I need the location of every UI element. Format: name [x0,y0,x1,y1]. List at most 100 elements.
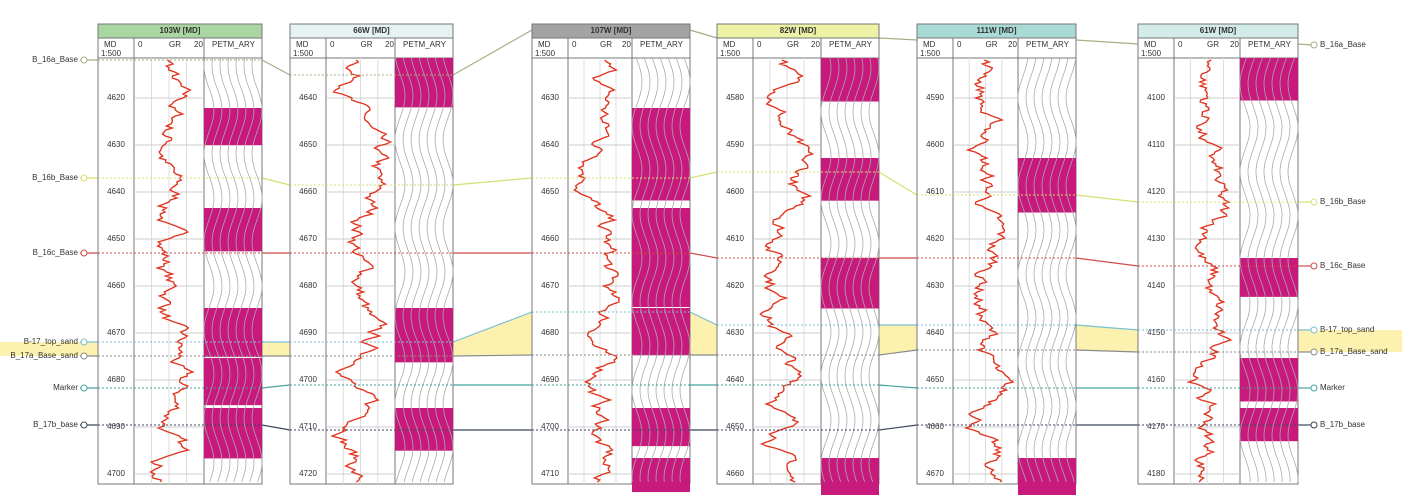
marker-label: B-17_top_sand [1320,325,1374,334]
correlation-line [1076,258,1138,266]
marker-dot [1311,199,1317,205]
correlation-line [262,60,290,75]
track-header: 0 [330,40,335,49]
track-header: GR [169,40,181,49]
amplitude-fill [821,458,879,495]
correlation-line [690,30,717,38]
marker-dot [1311,349,1317,355]
depth-label: 4660 [299,187,317,196]
track-header: MD [1144,40,1157,49]
track-header: 0 [757,40,762,49]
correlation-line [262,385,290,388]
well-title: 66W [MD] [353,26,390,35]
track-header: 20 [1230,40,1239,49]
marker-label: B_17b_base [1320,420,1365,429]
well-title: 107W [MD] [591,26,632,35]
track-header: PETM_ARY [1026,40,1070,49]
correlation-line [879,38,917,40]
depth-label: 4670 [541,281,559,290]
marker-label: B-17_top_sand [24,337,78,346]
track-header: 0 [138,40,143,49]
correlation-line [453,30,532,75]
marker-dot [1311,385,1317,391]
amplitude-fill [632,308,690,355]
scale-label: 1:500 [920,49,941,58]
track-header: MD [923,40,936,49]
depth-label: 4640 [299,93,317,102]
marker-label: B_16c_Base [1320,261,1366,270]
track-header: GR [600,40,612,49]
track-header: 0 [957,40,962,49]
depth-label: 4160 [1147,375,1165,384]
amplitude-fill [632,458,690,492]
depth-label: 4680 [107,375,125,384]
depth-label: 4670 [299,234,317,243]
track-header: GR [986,40,998,49]
depth-label: 4650 [926,375,944,384]
depth-label: 4610 [726,234,744,243]
correlation-line [879,172,917,195]
depth-label: 4650 [299,140,317,149]
well: 66W [MD]MD0GR20PETM_ARY1:500464046504660… [290,24,453,484]
marker-dot [1311,42,1317,48]
depth-label: 4630 [726,328,744,337]
depth-label: 4630 [541,93,559,102]
marker-label: B_17a_Base_sand [10,351,78,360]
depth-label: 4150 [1147,328,1165,337]
amplitude-fill [204,108,262,145]
correlation-line [1298,44,1312,45]
correlation-line [1076,40,1138,44]
depth-label: 4600 [726,187,744,196]
correlation-line [879,425,917,430]
depth-label: 4690 [107,422,125,431]
depth-label: 4690 [299,328,317,337]
depth-label: 4640 [541,140,559,149]
depth-label: 4700 [299,375,317,384]
depth-label: 4590 [726,140,744,149]
marker-dot [1311,263,1317,269]
depth-label: 4600 [926,140,944,149]
track-header: GR [361,40,373,49]
well-title: 61W [MD] [1200,26,1237,35]
marker-label: B_16a_Base [32,55,78,64]
marker-label: B_17a_Base_sand [1320,347,1388,356]
correlation-line [262,425,290,430]
depth-label: 4660 [726,469,744,478]
depth-label: 4640 [726,375,744,384]
depth-label: 4580 [726,93,744,102]
amplitude-fill [395,58,453,107]
marker-dot [1311,327,1317,333]
correlation-line [1076,195,1138,202]
track-header: MD [538,40,551,49]
marker-dot [81,250,87,256]
depth-label: 4660 [107,281,125,290]
well-correlation-panel: B_16a_BaseB_16a_BaseB_16b_BaseB_16b_Base… [0,0,1402,495]
track-header: PETM_ARY [829,40,873,49]
well-title: 82W [MD] [780,26,817,35]
track-header: PETM_ARY [212,40,256,49]
depth-label: 4630 [926,281,944,290]
track-header: 20 [1008,40,1017,49]
amplitude-fill [1018,458,1076,495]
marker-label: Marker [53,383,78,392]
depth-label: 4680 [299,281,317,290]
depth-label: 4620 [926,234,944,243]
depth-label: 4140 [1147,281,1165,290]
scale-label: 1:500 [535,49,556,58]
depth-label: 4680 [541,328,559,337]
track-header: 20 [194,40,203,49]
depth-label: 4100 [1147,93,1165,102]
amplitude-fill [204,308,262,357]
marker-label: Marker [1320,383,1345,392]
marker-dot [1311,422,1317,428]
correlation-line [879,385,917,388]
depth-label: 4170 [1147,422,1165,431]
track-header: 20 [811,40,820,49]
track-header: PETM_ARY [640,40,684,49]
marker-label: B_17b_base [33,420,78,429]
depth-label: 4110 [1147,140,1165,149]
